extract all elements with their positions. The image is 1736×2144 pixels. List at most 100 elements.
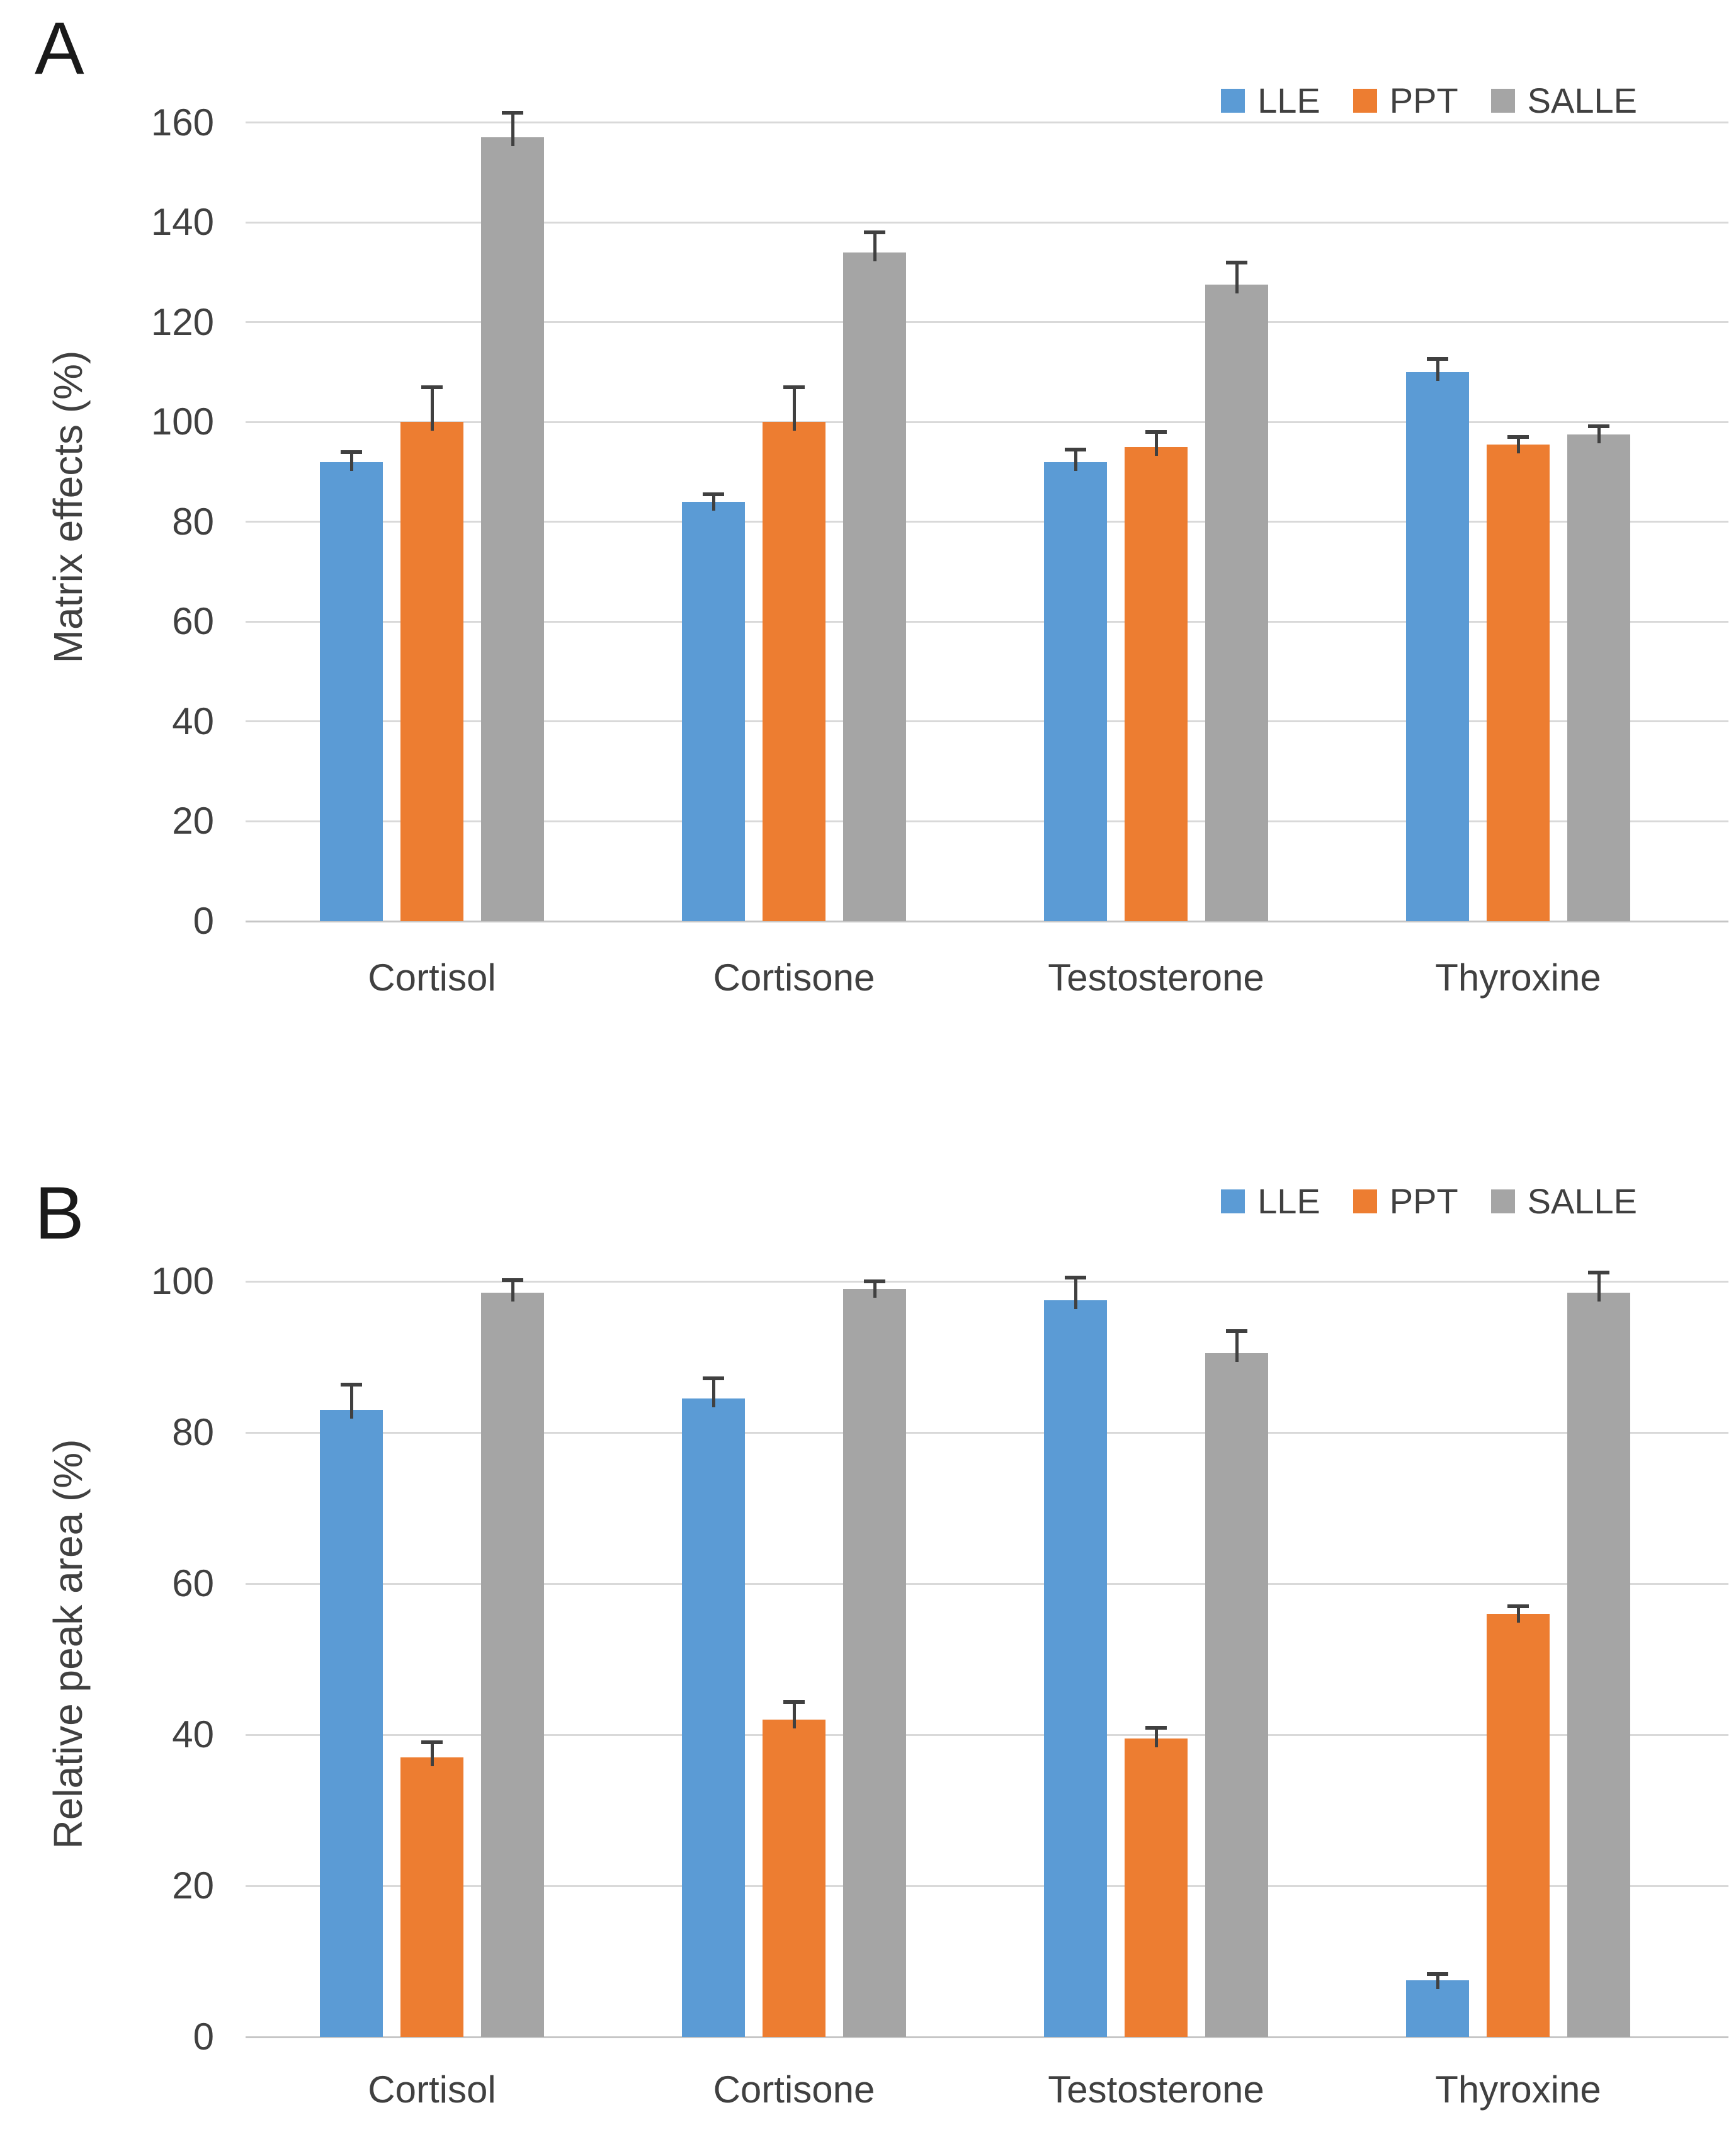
x-category-label-cortisone: Cortisone	[713, 2068, 875, 2111]
gridline-60	[246, 620, 1728, 623]
legend-item-salle: SALLE	[1490, 1181, 1637, 1221]
legend-swatch-lle	[1221, 1189, 1245, 1213]
legend-item-lle: LLE	[1221, 1184, 1320, 1219]
error-bar-cap-lle-thyroxine	[1427, 1972, 1448, 1977]
legend-swatch-salle	[1490, 89, 1515, 113]
y-tick-label-100: 100	[150, 1260, 214, 1302]
error-bar-cap-ppt-cortisol	[421, 1740, 443, 1744]
bar-ppt-cortisol	[400, 422, 463, 921]
error-bar-salle-cortisol	[511, 112, 514, 147]
gridline-20	[246, 820, 1728, 822]
gridline-100	[246, 1280, 1728, 1283]
error-bar-cap-salle-cortisol	[502, 1278, 523, 1282]
error-bar-ppt-cortisol	[430, 1742, 434, 1766]
error-bar-salle-cortisol	[511, 1279, 514, 1302]
error-bar-cap-lle-cortisone	[703, 1376, 724, 1380]
error-bar-cap-salle-cortisone	[864, 1279, 885, 1283]
bar-ppt-cortisone	[763, 422, 825, 921]
bar-salle-testosterone	[1205, 285, 1268, 921]
x-category-label-cortisol: Cortisol	[368, 956, 496, 999]
gridline-60	[246, 1582, 1728, 1585]
bar-lle-cortisone	[682, 502, 745, 921]
error-bar-salle-testosterone	[1235, 1331, 1239, 1362]
bar-salle-thyroxine	[1567, 434, 1630, 921]
error-bar-cap-ppt-testosterone	[1145, 430, 1167, 434]
bar-ppt-cortisone	[763, 1720, 825, 2037]
error-bar-salle-testosterone	[1235, 262, 1239, 294]
x-category-label-cortisol: Cortisol	[368, 2068, 496, 2111]
error-bar-cap-ppt-cortisol	[421, 385, 443, 389]
gridline-100	[246, 421, 1728, 423]
legend-label-lle: LLE	[1257, 1181, 1320, 1221]
error-bar-cap-ppt-cortisone	[783, 1700, 805, 1704]
error-bar-ppt-testosterone	[1154, 432, 1158, 456]
legend-label-lle: LLE	[1257, 81, 1320, 120]
bar-lle-thyroxine	[1406, 372, 1469, 921]
bar-salle-thyroxine	[1567, 1293, 1630, 2037]
error-bar-cap-salle-testosterone	[1226, 1329, 1247, 1334]
error-bar-lle-testosterone	[1074, 1278, 1077, 1309]
error-bar-ppt-testosterone	[1154, 1728, 1158, 1747]
legend-swatch-ppt	[1353, 1189, 1377, 1213]
error-bar-lle-cortisone	[712, 494, 715, 511]
y-tick-label-60: 60	[172, 600, 214, 643]
y-tick-label-160: 160	[150, 101, 214, 144]
bar-lle-testosterone	[1044, 462, 1107, 921]
legend-a: LLE PPT SALLE	[1221, 83, 1637, 118]
bar-ppt-testosterone	[1125, 446, 1188, 921]
error-bar-cap-ppt-thyroxine	[1507, 435, 1529, 439]
legend-label-ppt: PPT	[1389, 81, 1458, 120]
bar-ppt-thyroxine	[1487, 1614, 1550, 2037]
panel-letter-a: A	[35, 7, 84, 90]
legend-item-lle: LLE	[1221, 83, 1320, 118]
bar-lle-cortisol	[320, 462, 383, 921]
legend-swatch-salle	[1490, 1189, 1515, 1213]
error-bar-cap-salle-thyroxine	[1588, 424, 1609, 428]
error-bar-ppt-cortisone	[792, 387, 796, 431]
bar-lle-cortisone	[682, 1398, 745, 2037]
bar-salle-cortisol	[481, 1293, 544, 2037]
error-bar-lle-thyroxine	[1436, 1974, 1439, 1989]
legend-label-salle: SALLE	[1527, 81, 1637, 120]
legend-swatch-ppt	[1353, 89, 1377, 113]
bar-salle-testosterone	[1205, 1353, 1268, 2037]
error-bar-lle-cortisone	[712, 1378, 715, 1407]
y-tick-label-0: 0	[193, 900, 214, 942]
y-tick-label-20: 20	[172, 1864, 214, 1907]
bar-lle-cortisol	[320, 1410, 383, 2037]
legend-b: LLE PPT SALLE	[1221, 1184, 1637, 1219]
y-axis-title-b: Relative peak area (%)	[45, 1439, 91, 1849]
bar-ppt-testosterone	[1125, 1738, 1188, 2037]
panel-letter-b: B	[35, 1172, 84, 1255]
error-bar-cap-lle-cortisol	[341, 450, 362, 454]
error-bar-cap-ppt-thyroxine	[1507, 1604, 1529, 1608]
error-bar-cap-ppt-testosterone	[1145, 1726, 1167, 1730]
bar-lle-testosterone	[1044, 1300, 1107, 2037]
legend-label-salle: SALLE	[1527, 1181, 1637, 1221]
gridline-0	[246, 920, 1728, 922]
gridline-0	[246, 2036, 1728, 2038]
gridline-160	[246, 122, 1728, 124]
error-bar-cap-lle-testosterone	[1065, 447, 1086, 451]
y-tick-label-140: 140	[150, 201, 214, 244]
error-bar-cap-salle-cortisone	[864, 230, 885, 234]
error-bar-lle-cortisol	[349, 451, 353, 471]
y-tick-label-60: 60	[172, 1562, 214, 1604]
y-tick-label-40: 40	[172, 700, 214, 742]
error-bar-salle-cortisone	[873, 1281, 877, 1298]
y-tick-label-120: 120	[150, 300, 214, 343]
y-tick-label-0: 0	[193, 2016, 214, 2058]
y-tick-label-100: 100	[150, 400, 214, 443]
error-bar-cap-salle-cortisol	[502, 110, 523, 115]
x-category-label-testosterone: Testosterone	[1048, 956, 1264, 999]
error-bar-lle-cortisol	[349, 1385, 353, 1419]
bar-salle-cortisol	[481, 137, 544, 921]
gridline-40	[246, 1733, 1728, 1736]
legend-item-ppt: PPT	[1353, 83, 1458, 118]
y-tick-label-40: 40	[172, 1713, 214, 1755]
bar-salle-cortisone	[843, 252, 906, 921]
legend-swatch-lle	[1221, 89, 1245, 113]
gridline-40	[246, 720, 1728, 723]
